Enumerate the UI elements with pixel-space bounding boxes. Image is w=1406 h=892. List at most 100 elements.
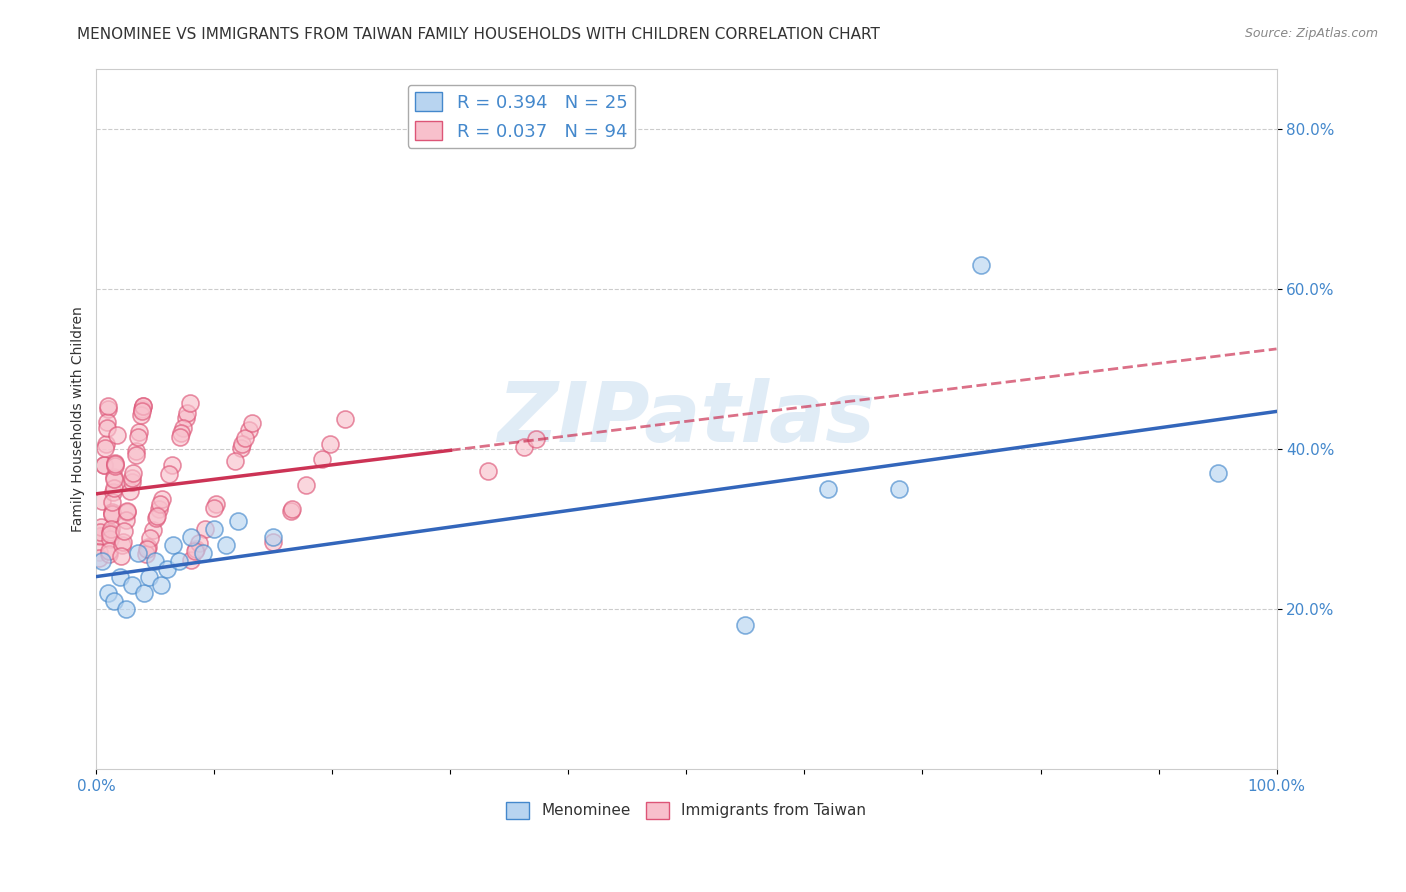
Point [172, 421, 194, 435]
Point [97, 401, 120, 416]
Point [970, 258, 993, 272]
Point [180, 553, 202, 567]
Point [91, 554, 114, 568]
Point [98, 524, 121, 539]
Point [1206, 466, 1229, 480]
Point [215, 538, 238, 552]
Point [115, 602, 138, 616]
Point [262, 535, 284, 549]
Point [224, 454, 246, 468]
Point [160, 458, 183, 473]
Point [191, 546, 214, 560]
Point [110, 549, 132, 563]
Point [94, 441, 117, 455]
Point [89, 524, 111, 539]
Point [136, 542, 159, 557]
Point [887, 482, 910, 496]
Point [101, 495, 124, 509]
Point [117, 504, 139, 518]
Point [93, 458, 115, 473]
Point [97, 399, 120, 413]
Point [167, 554, 190, 568]
Text: Source: ZipAtlas.com: Source: ZipAtlas.com [1244, 27, 1378, 40]
Point [139, 532, 162, 546]
Point [311, 452, 333, 467]
Point [180, 530, 202, 544]
Point [89, 529, 111, 543]
Y-axis label: Family Households with Children: Family Households with Children [72, 306, 86, 532]
Point [111, 538, 134, 552]
Point [103, 470, 125, 484]
Point [103, 594, 125, 608]
Point [136, 540, 159, 554]
Point [150, 491, 173, 506]
Point [157, 467, 180, 482]
Point [131, 403, 153, 417]
Point [100, 508, 122, 522]
Point [103, 484, 125, 499]
Point [100, 505, 122, 519]
Text: MENOMINEE VS IMMIGRANTS FROM TAIWAN FAMILY HOUSEHOLDS WITH CHILDREN CORRELATION : MENOMINEE VS IMMIGRANTS FROM TAIWAN FAMI… [77, 27, 880, 42]
Point [89, 545, 111, 559]
Point [96, 421, 118, 435]
Point [513, 440, 536, 454]
Point [96, 415, 118, 429]
Point [477, 464, 499, 478]
Point [235, 431, 257, 445]
Point [295, 478, 318, 492]
Point [202, 501, 225, 516]
Point [281, 502, 304, 516]
Point [132, 400, 155, 414]
Point [111, 534, 134, 549]
Point [121, 467, 143, 481]
Point [125, 444, 148, 458]
Point [184, 542, 207, 557]
Point [231, 437, 253, 451]
Point [97, 547, 120, 561]
Point [98, 526, 121, 541]
Point [115, 505, 138, 519]
Legend: Menominee, Immigrants from Taiwan: Menominee, Immigrants from Taiwan [501, 796, 873, 825]
Point [97, 586, 120, 600]
Point [817, 482, 839, 496]
Point [229, 441, 252, 455]
Point [335, 412, 357, 426]
Point [184, 544, 207, 558]
Point [131, 402, 153, 417]
Point [103, 472, 125, 486]
Point [174, 410, 197, 425]
Point [240, 416, 263, 430]
Point [131, 409, 153, 423]
Point [146, 509, 169, 524]
Point [98, 532, 121, 546]
Point [188, 535, 211, 549]
Point [148, 502, 170, 516]
Point [170, 425, 193, 440]
Point [91, 494, 114, 508]
Point [124, 448, 146, 462]
Point [238, 424, 260, 438]
Point [205, 497, 228, 511]
Point [176, 406, 198, 420]
Point [202, 522, 225, 536]
Point [143, 554, 166, 568]
Point [132, 399, 155, 413]
Point [89, 529, 111, 543]
Point [138, 570, 160, 584]
Point [100, 508, 122, 522]
Point [100, 522, 122, 536]
Point [179, 396, 201, 410]
Point [108, 570, 131, 584]
Point [120, 483, 142, 498]
Point [93, 458, 115, 472]
Point [121, 578, 143, 592]
Point [112, 524, 135, 539]
Point [226, 514, 249, 528]
Point [145, 510, 167, 524]
Point [734, 618, 756, 632]
Point [87, 550, 110, 565]
Point [121, 471, 143, 485]
Point [104, 459, 127, 474]
Point [194, 522, 217, 536]
Point [135, 547, 157, 561]
